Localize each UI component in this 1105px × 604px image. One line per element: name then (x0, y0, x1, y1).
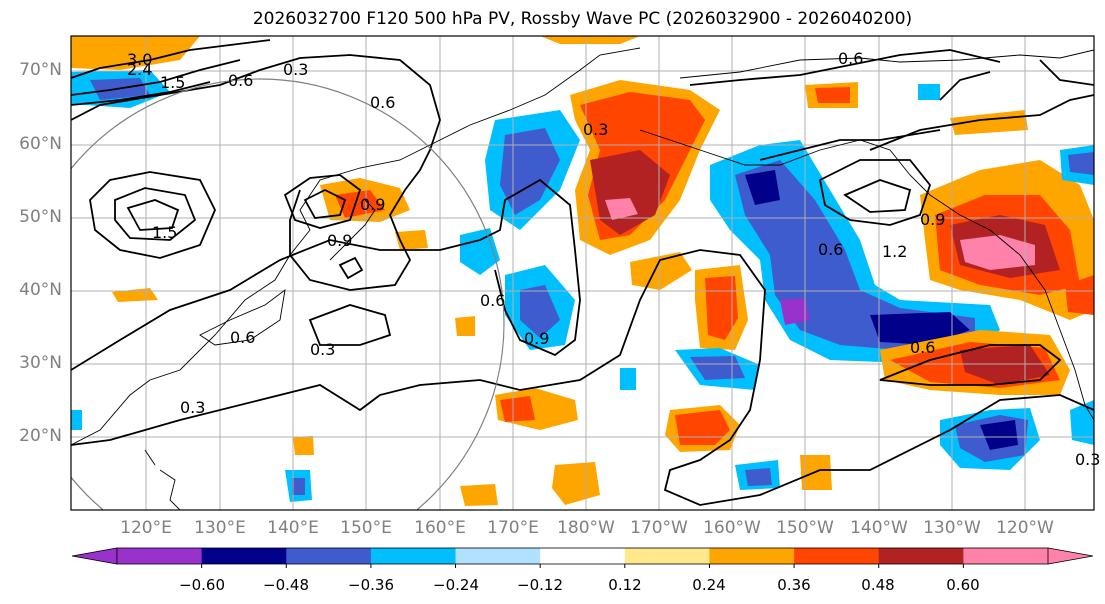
colorbar-extend-high (1047, 547, 1094, 565)
lon-label: 120°E (120, 518, 172, 538)
colorbar-segment (117, 548, 203, 564)
colorbar-label: −0.36 (348, 576, 394, 594)
colorbar (71, 547, 1094, 568)
lat-label: 20°N (19, 426, 62, 446)
contour-label: 1.2 (882, 242, 907, 261)
contour-label: 0.6 (818, 240, 843, 259)
colorbar-segment (455, 548, 541, 564)
colorbar-label: −0.60 (179, 576, 225, 594)
rossby-wave-circle (71, 78, 505, 510)
contour-label-group: 0.3 0.3 0.3 0.3 0.3 0.6 0.6 0.6 0.6 0.6 … (127, 49, 1100, 469)
colorbar-segment (794, 548, 880, 564)
plot-frame (70, 35, 1095, 511)
contour-label: 0.6 (480, 291, 505, 310)
lon-label: 120°W (996, 518, 1054, 538)
lon-label: 180°W (557, 518, 615, 538)
lat-label: 30°N (19, 353, 62, 373)
lat-label: 40°N (19, 280, 62, 300)
colorbar-segment (286, 548, 372, 564)
contour-label: 0.3 (180, 398, 205, 417)
contour-label: 3.0 (127, 50, 152, 69)
contour-label: 0.9 (524, 329, 549, 348)
colorbar-segment (963, 548, 1049, 564)
contour-label: 1.5 (160, 73, 185, 92)
pv-contours (71, 39, 1094, 506)
colorbar-label: 0.48 (861, 576, 895, 594)
contour-label: 0.6 (228, 71, 253, 90)
colorbar-extend-low (71, 547, 118, 565)
colorbar-segment (878, 548, 964, 564)
colorbar-segment (709, 548, 795, 564)
anomaly-shading (71, 36, 1094, 506)
contour-label: 0.3 (1075, 450, 1100, 469)
lat-label: 70°N (19, 60, 62, 80)
lat-label: 60°N (19, 134, 62, 154)
colorbar-label: −0.24 (433, 576, 479, 594)
contour-label: 0.9 (327, 231, 352, 250)
lon-label: 150°E (340, 518, 392, 538)
contour-label: 0.6 (230, 328, 255, 347)
colorbar-label: −0.12 (517, 576, 563, 594)
contour-label: 0.6 (370, 93, 395, 112)
lon-label: 160°E (414, 518, 466, 538)
contour-label: 0.3 (583, 120, 608, 139)
lon-label: 130°E (194, 518, 246, 538)
colorbar-segment (201, 548, 287, 564)
colorbar-label: 0.24 (692, 576, 726, 594)
lon-label: 150°W (776, 518, 834, 538)
colorbar-label: 0.12 (608, 576, 642, 594)
colorbar-segment (370, 548, 457, 564)
contour-label: 0.6 (838, 49, 863, 68)
colorbar-segment (624, 548, 710, 564)
colorbar-segment (540, 548, 626, 564)
colorbar-frame (116, 547, 1049, 565)
colorbar-label: 0.60 (946, 576, 980, 594)
lat-label: 50°N (19, 207, 62, 227)
lon-label: 130°W (923, 518, 981, 538)
lon-label: 170°W (630, 518, 688, 538)
colorbar-label: −0.48 (263, 576, 309, 594)
grid-lines (71, 36, 1094, 510)
lon-label: 170°E (487, 518, 539, 538)
contour-label: 0.6 (910, 338, 935, 357)
map-title: 2026032700 F120 500 hPa PV, Rossby Wave … (252, 9, 913, 29)
lon-label: 140°E (267, 518, 319, 538)
contour-label: 0.9 (920, 210, 945, 229)
colorbar-label: 0.36 (777, 576, 811, 594)
lon-label: 160°W (703, 518, 761, 538)
contour-label: 0.3 (310, 340, 335, 359)
coastlines (71, 47, 1094, 510)
contour-label: 1.5 (152, 223, 177, 242)
contour-label: 0.9 (360, 195, 385, 214)
contour-label: 2.4 (127, 60, 152, 79)
lon-label: 140°W (850, 518, 908, 538)
contour-label: 0.3 (283, 60, 308, 79)
